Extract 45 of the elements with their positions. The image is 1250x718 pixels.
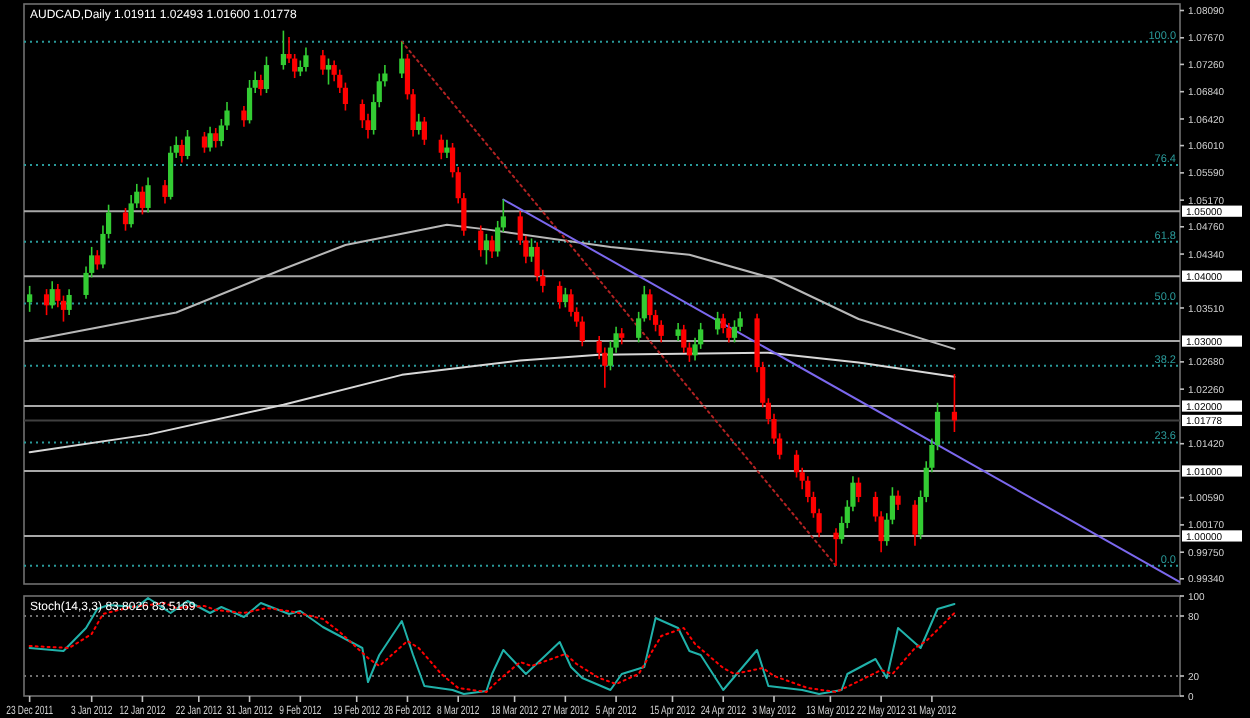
candlestick	[139, 185, 146, 216]
candlestick	[726, 322, 732, 344]
candlestick	[528, 237, 535, 263]
candlestick	[855, 476, 862, 503]
candlestick	[66, 288, 72, 316]
candlestick	[207, 125, 213, 153]
candlestick	[557, 280, 563, 310]
candlestick	[895, 489, 901, 511]
candlestick	[681, 324, 687, 354]
candlestick	[201, 131, 208, 154]
candlestick	[241, 105, 247, 128]
candlestick	[184, 129, 191, 161]
candlestick	[122, 207, 129, 232]
candlestick	[833, 527, 839, 567]
candlestick	[162, 179, 168, 205]
candlestick	[912, 499, 918, 547]
candlestick	[444, 138, 450, 159]
candlestick	[179, 138, 185, 164]
candlestick	[49, 280, 55, 310]
candlestick	[320, 49, 326, 76]
candlestick	[303, 46, 309, 73]
candlestick	[280, 29, 286, 71]
candlestick	[720, 313, 726, 335]
candlestick	[579, 315, 585, 348]
candlestick	[715, 311, 721, 336]
candlestick	[675, 322, 681, 342]
candlestick	[263, 55, 270, 94]
candlestick	[438, 133, 444, 161]
candlestick	[416, 112, 422, 136]
line-series	[28, 223, 956, 350]
candlestick	[399, 40, 405, 79]
candlestick	[731, 319, 738, 344]
candlestick	[27, 285, 33, 313]
candlestick	[421, 116, 427, 146]
candlestick	[145, 176, 151, 214]
candlestick	[246, 79, 253, 125]
candlestick	[94, 249, 100, 271]
candlestick	[325, 57, 332, 86]
candlestick	[478, 224, 484, 258]
candlestick	[562, 287, 568, 309]
candlestick	[213, 127, 219, 149]
candlestick	[258, 74, 264, 97]
candlestick	[483, 233, 489, 266]
candlestick	[43, 288, 50, 316]
candlestick	[489, 235, 495, 259]
